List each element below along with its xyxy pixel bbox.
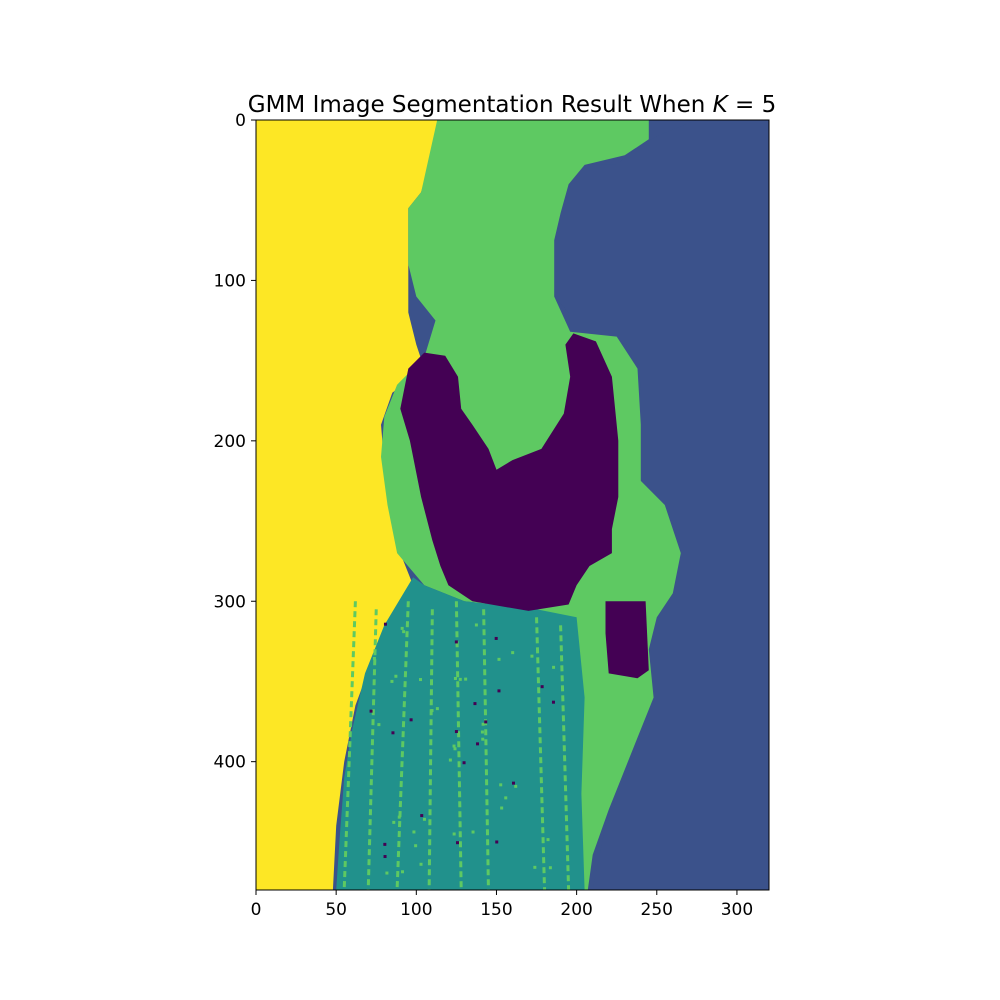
- skirt-texture-stripe: [427, 609, 434, 890]
- skirt-texture-speck: [420, 814, 424, 818]
- skirt-texture-speck: [414, 844, 418, 848]
- skirt-texture-stripe: [482, 609, 490, 890]
- skirt-texture-stripe: [366, 609, 378, 890]
- skirt-texture-speck: [471, 830, 475, 834]
- skirt-texture-speck: [419, 862, 423, 866]
- y-tick-label: 200: [214, 432, 246, 452]
- skirt-texture-speck: [383, 622, 387, 626]
- skirt-texture-speck: [419, 678, 423, 682]
- skirt-texture-speck: [397, 815, 401, 819]
- skirt-texture-stripe: [395, 601, 410, 890]
- region-background-left: [256, 120, 438, 890]
- skirt-texture-stripe: [454, 601, 463, 890]
- skirt-texture-speck: [500, 806, 504, 810]
- skirt-texture-speck: [453, 676, 457, 680]
- skirt-texture-speck: [511, 781, 515, 785]
- skirt-texture-speck: [481, 722, 485, 726]
- skirt-texture-speck: [409, 718, 413, 722]
- y-tick-label: 100: [214, 271, 246, 291]
- x-tick-label: 200: [560, 900, 592, 920]
- skirt-texture-speck: [546, 838, 550, 842]
- skirt-texture-speck: [473, 702, 477, 706]
- skirt-texture-speck: [480, 730, 484, 734]
- skirt-texture-speck: [452, 832, 456, 836]
- skirt-texture-stripe: [559, 625, 571, 890]
- skirt-texture-speck: [484, 720, 488, 724]
- x-tick-label: 150: [480, 900, 512, 920]
- chart-title: GMM Image Segmentation Result When K = 5: [248, 92, 777, 118]
- skirt-texture-speck: [394, 674, 398, 678]
- skirt-texture-speck: [391, 731, 395, 735]
- skirt-texture-speck: [511, 651, 515, 655]
- skirt-texture-speck: [551, 700, 555, 704]
- skirt-texture-speck: [369, 709, 373, 713]
- skirt-texture-speck: [495, 840, 499, 844]
- skirt-texture-speck: [400, 870, 404, 874]
- skirt-texture-stripe: [342, 601, 357, 890]
- skirt-texture-speck: [430, 709, 434, 713]
- y-axis: 0 100 200 300 400: [214, 111, 256, 773]
- region-skirt: [336, 577, 585, 890]
- skirt-texture-speck: [385, 871, 389, 875]
- plot-area: [255, 119, 770, 891]
- skirt-texture-speck: [497, 689, 501, 693]
- x-tick-label: 100: [400, 900, 432, 920]
- skirt-texture-speck: [454, 730, 458, 734]
- skirt-texture-speck: [392, 820, 396, 824]
- skirt-texture-speck: [552, 665, 556, 669]
- skirt-texture-speck: [390, 679, 394, 683]
- skirt-texture-speck: [377, 723, 381, 727]
- x-tick-label: 0: [251, 900, 262, 920]
- skirt-texture-speck: [448, 758, 452, 762]
- skirt-texture-speck: [400, 626, 404, 630]
- skirt-texture-speck: [494, 636, 498, 640]
- y-tick-label: 300: [214, 592, 246, 612]
- skirt-texture-speck: [455, 841, 459, 845]
- skirt-texture-speck: [499, 783, 503, 787]
- skirt-texture-speck: [383, 842, 387, 846]
- skirt-texture-speck: [422, 817, 426, 821]
- skirt-texture-speck: [533, 865, 537, 869]
- skirt-texture-speck: [548, 866, 552, 870]
- skirt-texture-speck: [454, 640, 458, 644]
- skirt-texture-speck: [464, 677, 468, 681]
- skirt-texture-speck: [402, 630, 406, 634]
- axes-frame: [255, 119, 770, 891]
- x-tick-label: 250: [641, 900, 673, 920]
- skirt-texture-speck: [514, 784, 518, 788]
- skirt-texture-speck: [458, 677, 462, 681]
- y-tick-label: 0: [235, 111, 246, 131]
- x-tick-label: 300: [721, 900, 753, 920]
- skirt-texture-speck: [540, 685, 544, 689]
- skirt-texture-speck: [462, 761, 466, 765]
- skirt-texture-speck: [481, 737, 485, 741]
- region-sweater-body: [400, 333, 619, 611]
- skirt-texture-speck: [453, 747, 457, 751]
- skirt-texture-speck: [530, 654, 534, 658]
- region-sweater-sleeve: [605, 601, 649, 679]
- skirt-texture-speck: [474, 623, 478, 627]
- skirt-texture-speck: [435, 707, 439, 711]
- skirt-texture-speck: [452, 744, 456, 748]
- x-tick-label: 50: [325, 900, 347, 920]
- skirt-texture-stripe: [535, 617, 547, 890]
- skirt-texture-speck: [476, 742, 480, 746]
- skirt-texture-speck: [497, 657, 501, 661]
- skirt-texture-speck: [372, 656, 376, 660]
- skirt-texture-speck: [504, 796, 508, 800]
- skirt-texture-speck: [412, 830, 416, 834]
- y-tick-label: 400: [214, 753, 246, 773]
- x-axis: 0 50 100 150 200 250 300: [251, 890, 753, 920]
- skirt-texture-speck: [383, 855, 387, 859]
